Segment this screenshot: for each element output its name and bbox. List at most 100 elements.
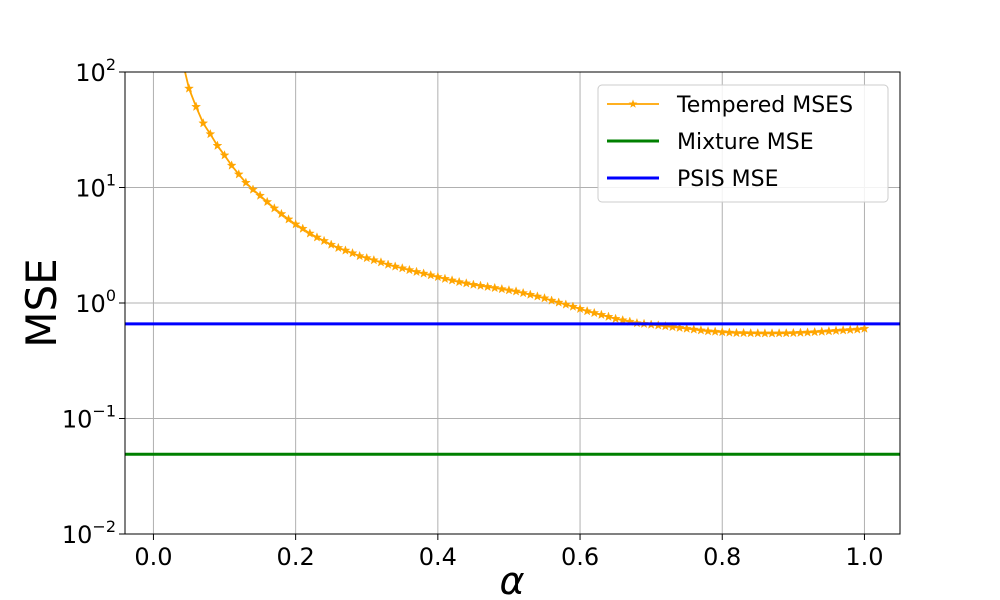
tempered-mses-point bbox=[390, 261, 401, 271]
tempered-mses-point bbox=[233, 169, 244, 179]
tempered-mses-point bbox=[617, 314, 628, 325]
tempered-mses-point bbox=[461, 278, 472, 288]
tempered-mses-point bbox=[447, 275, 457, 285]
tempered-mses-point bbox=[731, 327, 742, 338]
legend-box bbox=[597, 84, 889, 203]
tempered-mses-point bbox=[333, 242, 344, 253]
tempered-mses-point bbox=[198, 118, 209, 128]
tempered-mses-point bbox=[568, 301, 578, 311]
tempered-mses-point bbox=[468, 279, 479, 289]
tempered-mses-point bbox=[191, 101, 202, 111]
tempered-mses-point bbox=[745, 327, 756, 338]
tempered-mses-point bbox=[283, 214, 294, 224]
tempered-mses-point bbox=[290, 219, 301, 229]
tempered-mses-point bbox=[368, 254, 379, 265]
tempered-mses-point bbox=[418, 268, 429, 278]
tempered-mses-point bbox=[688, 324, 699, 334]
y-tick-exponent: 1 bbox=[106, 171, 116, 190]
y-tick-exponent: 2 bbox=[106, 55, 116, 74]
tempered-mses-point bbox=[376, 257, 386, 267]
tempered-mses-point bbox=[582, 305, 593, 316]
tempered-mses-point bbox=[724, 327, 735, 337]
tempered-mses-point bbox=[432, 271, 443, 282]
tempered-mses-point bbox=[178, 54, 187, 62]
tempered-mses-point bbox=[539, 293, 550, 303]
tempered-mses-point bbox=[703, 326, 713, 336]
y-tick-base: 10 bbox=[75, 290, 106, 318]
y-tick-base: 10 bbox=[75, 175, 106, 203]
y-tick-exponent: −2 bbox=[92, 517, 116, 536]
tempered-mses-point bbox=[255, 190, 266, 200]
tempered-mses-point bbox=[575, 303, 585, 314]
tempered-mses-point bbox=[269, 203, 280, 213]
tempered-mses-point bbox=[589, 307, 600, 318]
y-tick-base: 10 bbox=[75, 59, 106, 87]
tempered-mses-point bbox=[695, 325, 706, 335]
tempered-mses-point bbox=[184, 83, 194, 93]
tempered-mses-point bbox=[859, 323, 870, 333]
tempered-mses-point bbox=[518, 287, 529, 298]
tempered-mses-point bbox=[823, 326, 834, 336]
tempered-mses-point bbox=[383, 259, 394, 269]
tempered-mses-point bbox=[347, 247, 358, 258]
tempered-mses-point bbox=[681, 323, 692, 333]
tempered-mses-point bbox=[404, 264, 415, 275]
tempered-mses-point bbox=[440, 273, 450, 283]
y-tick-label: 100 bbox=[75, 286, 116, 318]
legend-label-psis-mse: PSIS MSE bbox=[677, 167, 779, 192]
x-tick-label: 0.6 bbox=[561, 543, 599, 571]
tempered-mses-point bbox=[667, 321, 678, 332]
tempered-mses-point bbox=[553, 297, 564, 307]
tempered-mses-point bbox=[532, 291, 543, 301]
tempered-mses-point bbox=[845, 324, 856, 335]
legend-label-tempered-mses: Tempered MSES bbox=[676, 93, 853, 118]
tempered-mses-point bbox=[738, 327, 749, 338]
tempered-mses-point bbox=[610, 313, 621, 323]
legend-marker-tempered-mses bbox=[628, 99, 638, 108]
tempered-mses-point bbox=[767, 328, 777, 338]
tempered-mses-point bbox=[340, 245, 351, 255]
x-tick-label: 0.2 bbox=[277, 543, 315, 571]
y-tick-base: 10 bbox=[62, 406, 93, 434]
tempered-mses-point bbox=[454, 276, 465, 287]
tempered-mses-point bbox=[788, 327, 799, 338]
y-tick-label: 102 bbox=[75, 55, 116, 87]
tempered-mses-point bbox=[504, 285, 514, 295]
tempered-mses-point bbox=[219, 150, 230, 160]
x-tick-label: 0.0 bbox=[134, 543, 172, 571]
tempered-mses-point bbox=[774, 328, 785, 338]
y-axis-title: MSE bbox=[17, 258, 66, 347]
tempered-mses-point bbox=[560, 299, 571, 309]
tempered-mses-point bbox=[816, 326, 827, 336]
tempered-mses-point bbox=[326, 239, 337, 249]
y-tick-label: 10−1 bbox=[62, 402, 116, 434]
x-tick-label: 1.0 bbox=[845, 543, 883, 571]
series-layer bbox=[125, 54, 900, 456]
tempered-mses-point bbox=[425, 270, 436, 280]
tempered-mses-point bbox=[838, 325, 849, 335]
y-tick-exponent: −1 bbox=[92, 402, 116, 421]
tempered-mses-point bbox=[603, 311, 614, 321]
tempered-mses-point bbox=[852, 324, 863, 334]
tempered-mses-point bbox=[319, 235, 330, 246]
tempered-mses-point bbox=[795, 327, 806, 337]
tempered-mses-point bbox=[809, 326, 820, 337]
tempered-mses-point bbox=[276, 208, 287, 219]
tempered-mses-point bbox=[525, 289, 536, 299]
tempered-mses-point bbox=[226, 160, 237, 170]
tempered-mses-point bbox=[361, 252, 372, 263]
tempered-mses-point bbox=[674, 322, 685, 332]
tempered-mses-point bbox=[205, 128, 216, 139]
y-tick-exponent: 0 bbox=[106, 286, 116, 305]
tempered-mses-point bbox=[262, 196, 273, 207]
tempered-mses-point bbox=[212, 140, 223, 150]
x-tick-label: 0.8 bbox=[703, 543, 741, 571]
tempered-mses-point bbox=[802, 327, 813, 337]
tempered-mses-point bbox=[717, 326, 728, 337]
tempered-mses-point bbox=[546, 295, 557, 305]
tempered-mses-point bbox=[781, 327, 792, 338]
tempered-mses-point bbox=[482, 281, 493, 292]
tempered-mses-point bbox=[831, 325, 841, 335]
